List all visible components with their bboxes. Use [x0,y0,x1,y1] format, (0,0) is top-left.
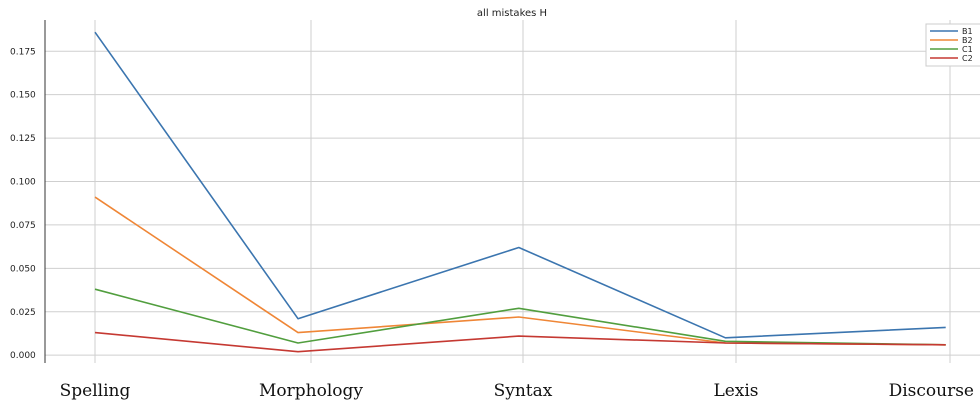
x-tick-label-syntax: Syntax [494,381,553,401]
chart-title: all mistakes H [477,8,547,19]
legend-label-c1: C1 [962,45,973,54]
y-tick-label: 0.000 [10,351,36,361]
y-tick-label: 0.150 [10,91,36,101]
y-tick-label: 0.100 [10,178,36,188]
plot-area [45,20,980,363]
y-tick-label: 0.050 [10,264,36,274]
legend-label-b1: B1 [962,27,973,36]
y-axis-ticks: 0.000 0.025 0.050 0.075 0.100 0.125 0.150 0.175 [10,47,36,361]
y-tick-label: 0.175 [10,47,36,57]
y-tick-label: 0.125 [10,134,36,144]
x-tick-label-lexis: Lexis [713,381,758,401]
y-tick-label: 0.075 [10,221,36,231]
legend-label-b2: B2 [962,36,973,45]
series-line-c1 [94,288,946,346]
x-tick-label-discourse: Discourse [889,381,974,401]
series-lines [94,31,946,353]
x-tick-label-morphology: Morphology [259,381,363,401]
legend-label-c2: C2 [962,54,973,63]
series-line-b1 [94,31,946,339]
series-line-c2 [94,331,946,353]
x-tick-label-spelling: Spelling [60,381,131,401]
y-tick-label: 0.025 [10,308,36,318]
x-axis-ticks: Spelling Morphology Syntax Lexis Discourse [60,381,974,401]
